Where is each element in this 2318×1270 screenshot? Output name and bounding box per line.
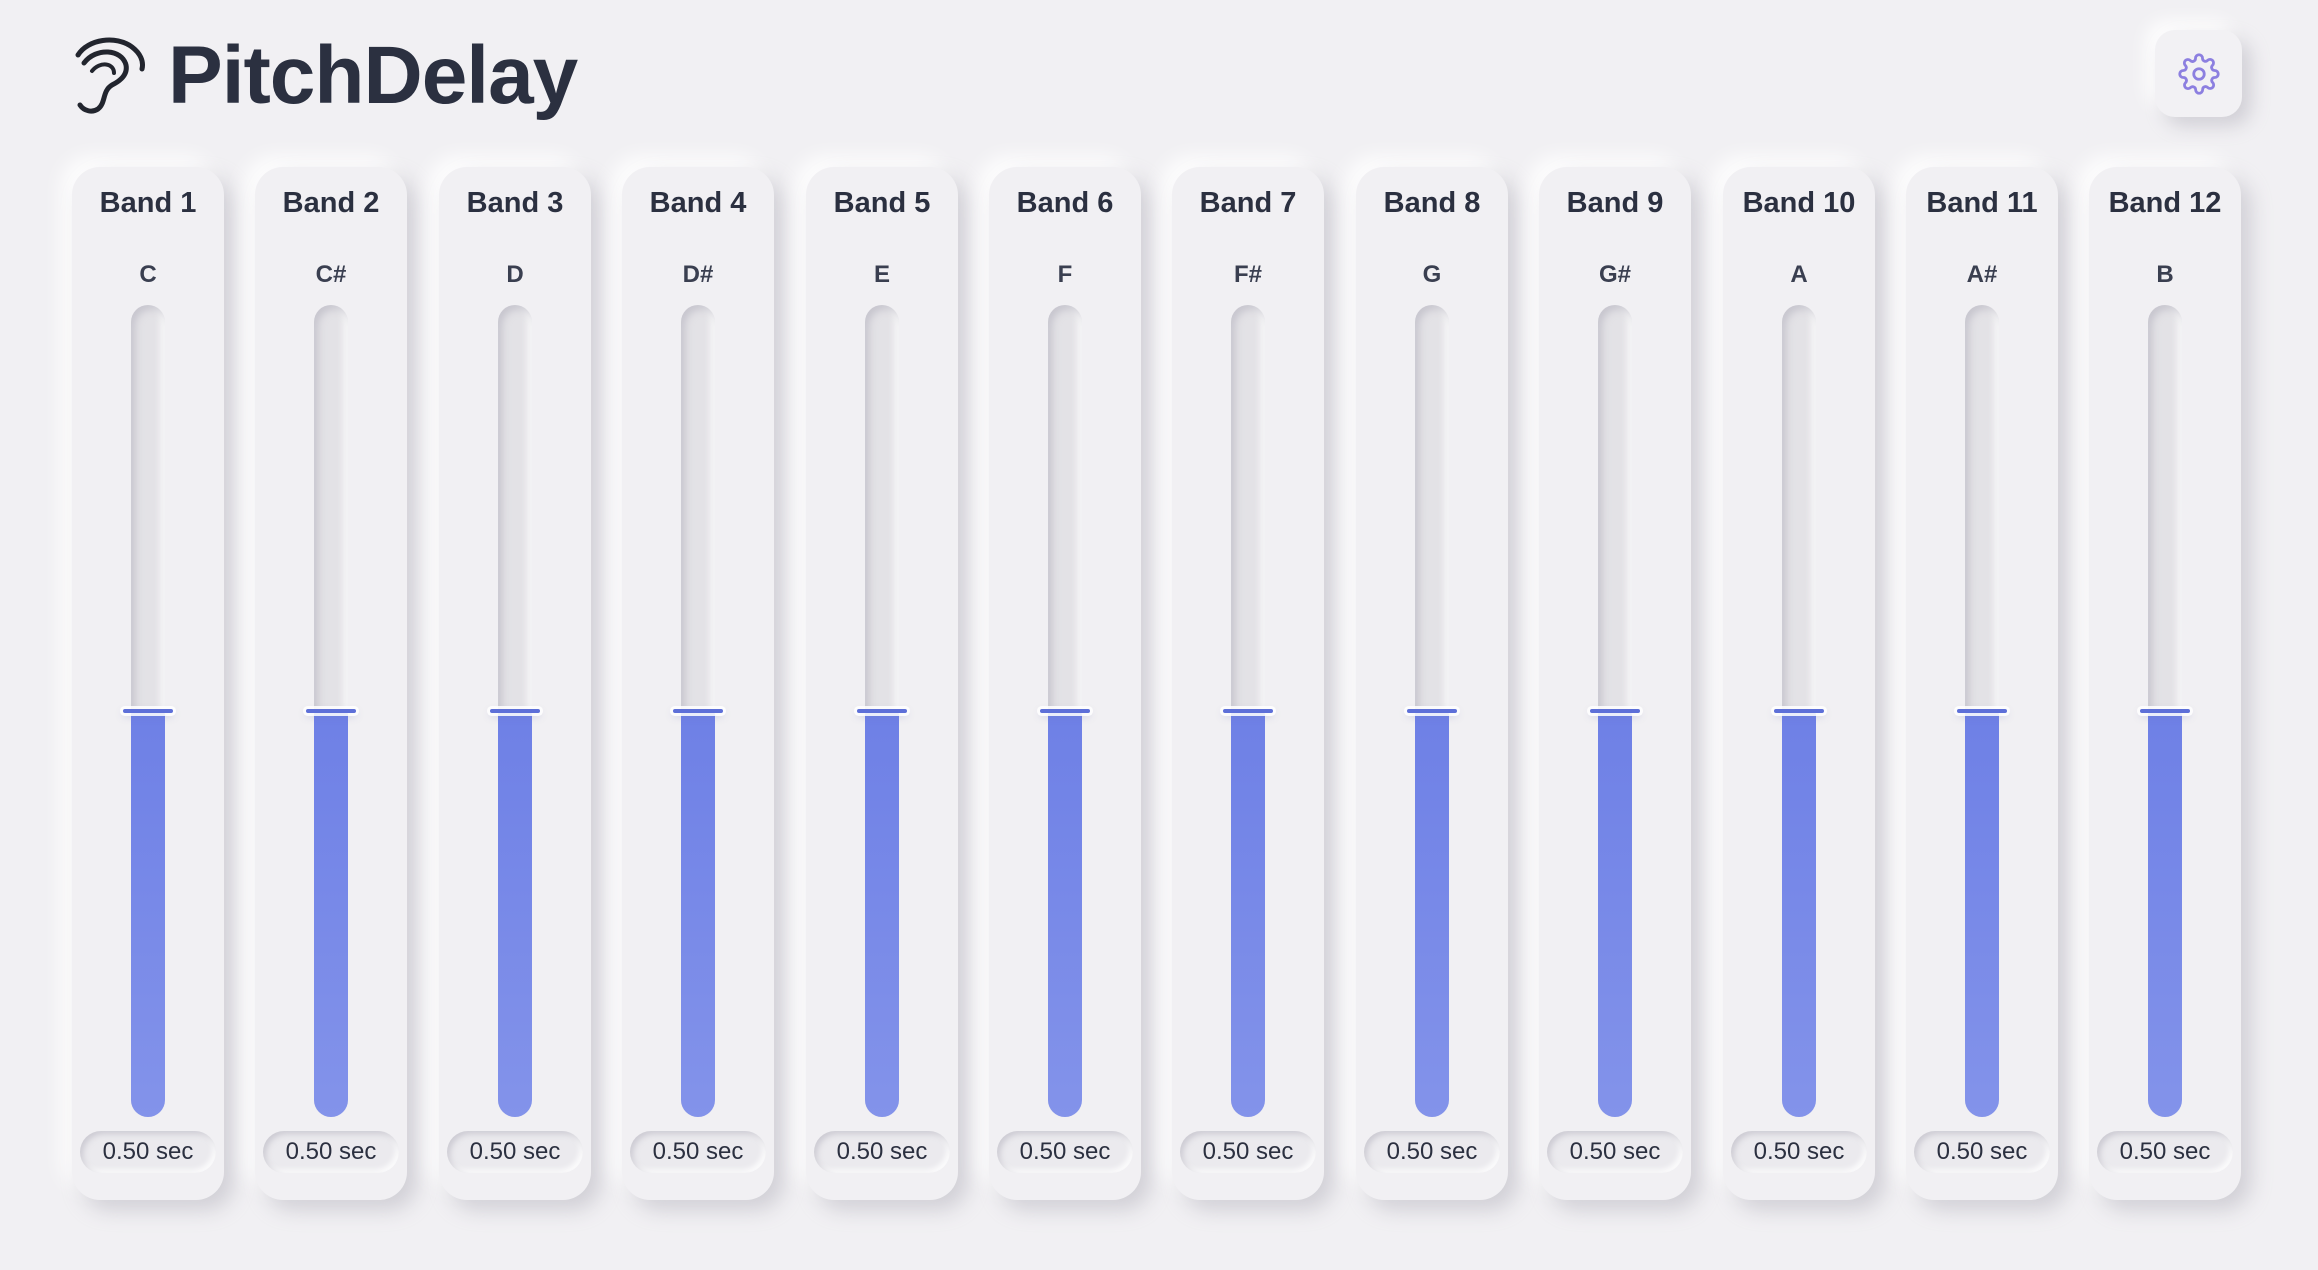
band-card: Band 7 F# 0.50 sec [1172, 167, 1324, 1200]
band-value-readout: 0.50 sec [630, 1131, 766, 1173]
band-title: Band 8 [1383, 187, 1481, 219]
delay-slider[interactable] [1957, 305, 2007, 1117]
band-title: Band 2 [282, 187, 380, 219]
band-note: C [139, 261, 157, 288]
band-title: Band 12 [2108, 187, 2222, 219]
band-card: Band 6 F 0.50 sec [989, 167, 1141, 1200]
band-title: Band 7 [1199, 187, 1297, 219]
band-note: F# [1233, 261, 1262, 288]
band-value-readout: 0.50 sec [814, 1131, 950, 1173]
slider-fill [314, 711, 348, 1117]
band-note: A# [1966, 261, 1998, 288]
band-note: A [1790, 261, 1808, 288]
slider-fill [865, 711, 899, 1117]
band-note: G# [1598, 261, 1631, 288]
app-header: PitchDelay [68, 28, 578, 124]
band-card: Band 1 C 0.50 sec [72, 167, 224, 1200]
band-title: Band 11 [1926, 187, 2038, 219]
settings-button[interactable] [2155, 30, 2242, 117]
slider-thumb[interactable] [1957, 709, 2007, 713]
slider-fill [1965, 711, 1999, 1117]
band-card: Band 5 E 0.50 sec [806, 167, 958, 1200]
band-note: D [506, 261, 524, 288]
band-note: C# [315, 261, 347, 288]
slider-fill [1048, 711, 1082, 1117]
slider-fill [131, 711, 165, 1117]
slider-thumb[interactable] [123, 709, 173, 713]
band-value-readout: 0.50 sec [80, 1131, 216, 1173]
delay-slider[interactable] [123, 305, 173, 1117]
app-title: PitchDelay [168, 30, 578, 121]
slider-fill [1415, 711, 1449, 1117]
delay-slider[interactable] [490, 305, 540, 1117]
slider-thumb[interactable] [490, 709, 540, 713]
band-title: Band 10 [1742, 187, 1856, 219]
band-card: Band 12 B 0.50 sec [2089, 167, 2241, 1200]
band-value-readout: 0.50 sec [1547, 1131, 1683, 1173]
band-card: Band 8 G 0.50 sec [1356, 167, 1508, 1200]
band-card: Band 2 C# 0.50 sec [255, 167, 407, 1200]
band-value-readout: 0.50 sec [1914, 1131, 2050, 1173]
band-value-readout: 0.50 sec [1180, 1131, 1316, 1173]
band-note: D# [682, 261, 714, 288]
band-title: Band 3 [466, 187, 564, 219]
band-value-readout: 0.50 sec [263, 1131, 399, 1173]
band-title: Band 6 [1016, 187, 1114, 219]
band-value-readout: 0.50 sec [447, 1131, 583, 1173]
slider-thumb[interactable] [1407, 709, 1457, 713]
slider-thumb[interactable] [1223, 709, 1273, 713]
slider-thumb[interactable] [857, 709, 907, 713]
delay-slider[interactable] [1407, 305, 1457, 1117]
delay-slider[interactable] [1040, 305, 1090, 1117]
band-value-readout: 0.50 sec [1364, 1131, 1500, 1173]
slider-thumb[interactable] [2140, 709, 2190, 713]
slider-fill [1598, 711, 1632, 1117]
delay-slider[interactable] [1590, 305, 1640, 1117]
band-note: F [1057, 261, 1073, 288]
slider-thumb[interactable] [1040, 709, 1090, 713]
slider-thumb[interactable] [673, 709, 723, 713]
delay-slider[interactable] [1774, 305, 1824, 1117]
ear-logo-icon [75, 37, 145, 114]
band-title: Band 4 [649, 187, 747, 219]
band-card: Band 10 A 0.50 sec [1723, 167, 1875, 1200]
band-card: Band 11 A# 0.50 sec [1906, 167, 2058, 1200]
band-note: B [2156, 261, 2174, 288]
band-note: G [1422, 261, 1442, 288]
band-value-readout: 0.50 sec [997, 1131, 1133, 1173]
slider-thumb[interactable] [306, 709, 356, 713]
delay-slider[interactable] [857, 305, 907, 1117]
band-note: E [873, 261, 890, 288]
slider-fill [1782, 711, 1816, 1117]
delay-slider[interactable] [306, 305, 356, 1117]
delay-slider[interactable] [1223, 305, 1273, 1117]
slider-thumb[interactable] [1774, 709, 1824, 713]
slider-fill [498, 711, 532, 1117]
band-list: Band 1 C 0.50 sec Band 2 C# 0.50 sec Band 3 D 0.… [72, 167, 2242, 1200]
band-card: Band 9 G# 0.50 sec [1539, 167, 1691, 1200]
slider-thumb[interactable] [1590, 709, 1640, 713]
band-title: Band 5 [833, 187, 931, 219]
delay-slider[interactable] [2140, 305, 2190, 1117]
delay-slider[interactable] [673, 305, 723, 1117]
gear-icon [2177, 52, 2220, 95]
band-title: Band 9 [1566, 187, 1664, 219]
band-value-readout: 0.50 sec [1731, 1131, 1867, 1173]
slider-fill [681, 711, 715, 1117]
slider-fill [1231, 711, 1265, 1117]
band-card: Band 3 D 0.50 sec [439, 167, 591, 1200]
band-value-readout: 0.50 sec [2097, 1131, 2233, 1173]
band-title: Band 1 [99, 187, 197, 219]
band-card: Band 4 D# 0.50 sec [622, 167, 774, 1200]
slider-fill [2148, 711, 2182, 1117]
